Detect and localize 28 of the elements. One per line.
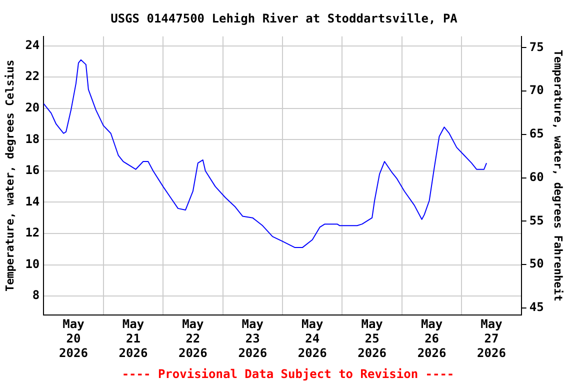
y2-tick-label: 75 <box>529 40 544 54</box>
y-tick-label: 14 <box>25 194 40 208</box>
x-tick-label: May 27 2026 <box>477 317 506 360</box>
y2-tick-label: 70 <box>529 83 544 98</box>
x-tick-label: May 24 2026 <box>298 317 327 360</box>
y2-tick-label: 65 <box>529 126 544 141</box>
y-tick-label: 10 <box>25 256 40 271</box>
y-tick-label: 24 <box>25 38 40 52</box>
x-tick-label: May 20 2026 <box>59 317 88 360</box>
y2-tick-label: 55 <box>529 213 544 228</box>
x-tick-label: May 21 2026 <box>118 317 148 360</box>
x-tick-label: May 22 2026 <box>178 317 208 360</box>
y2-tick-label: 50 <box>529 256 544 271</box>
text: ---- Provisional Data Subject to Revision ---- <box>122 367 454 382</box>
y-axis-title: Temperature, water, degrees Celsius <box>3 60 16 292</box>
y2-tick-label: 60 <box>529 170 544 184</box>
y-tick-label: 12 <box>25 226 40 240</box>
y-tick-label: 16 <box>25 163 40 178</box>
y-tick-label: 8 <box>32 288 40 302</box>
x-tick-label: May 26 2026 <box>417 317 446 360</box>
chart-title: USGS 01447500 Lehigh River at Stoddartsville, PA <box>110 11 458 26</box>
y-tick-label: 22 <box>25 69 40 84</box>
y-tick-label: 20 <box>25 100 40 114</box>
x-tick-label: May 23 2026 <box>238 317 268 360</box>
y2-axis-title: Temperature, water, degrees Fahrenheit <box>552 50 565 302</box>
x-tick-label: May 25 2026 <box>358 317 387 360</box>
y2-tick-label: 45 <box>529 300 544 314</box>
y-tick-label: 18 <box>25 132 40 146</box>
